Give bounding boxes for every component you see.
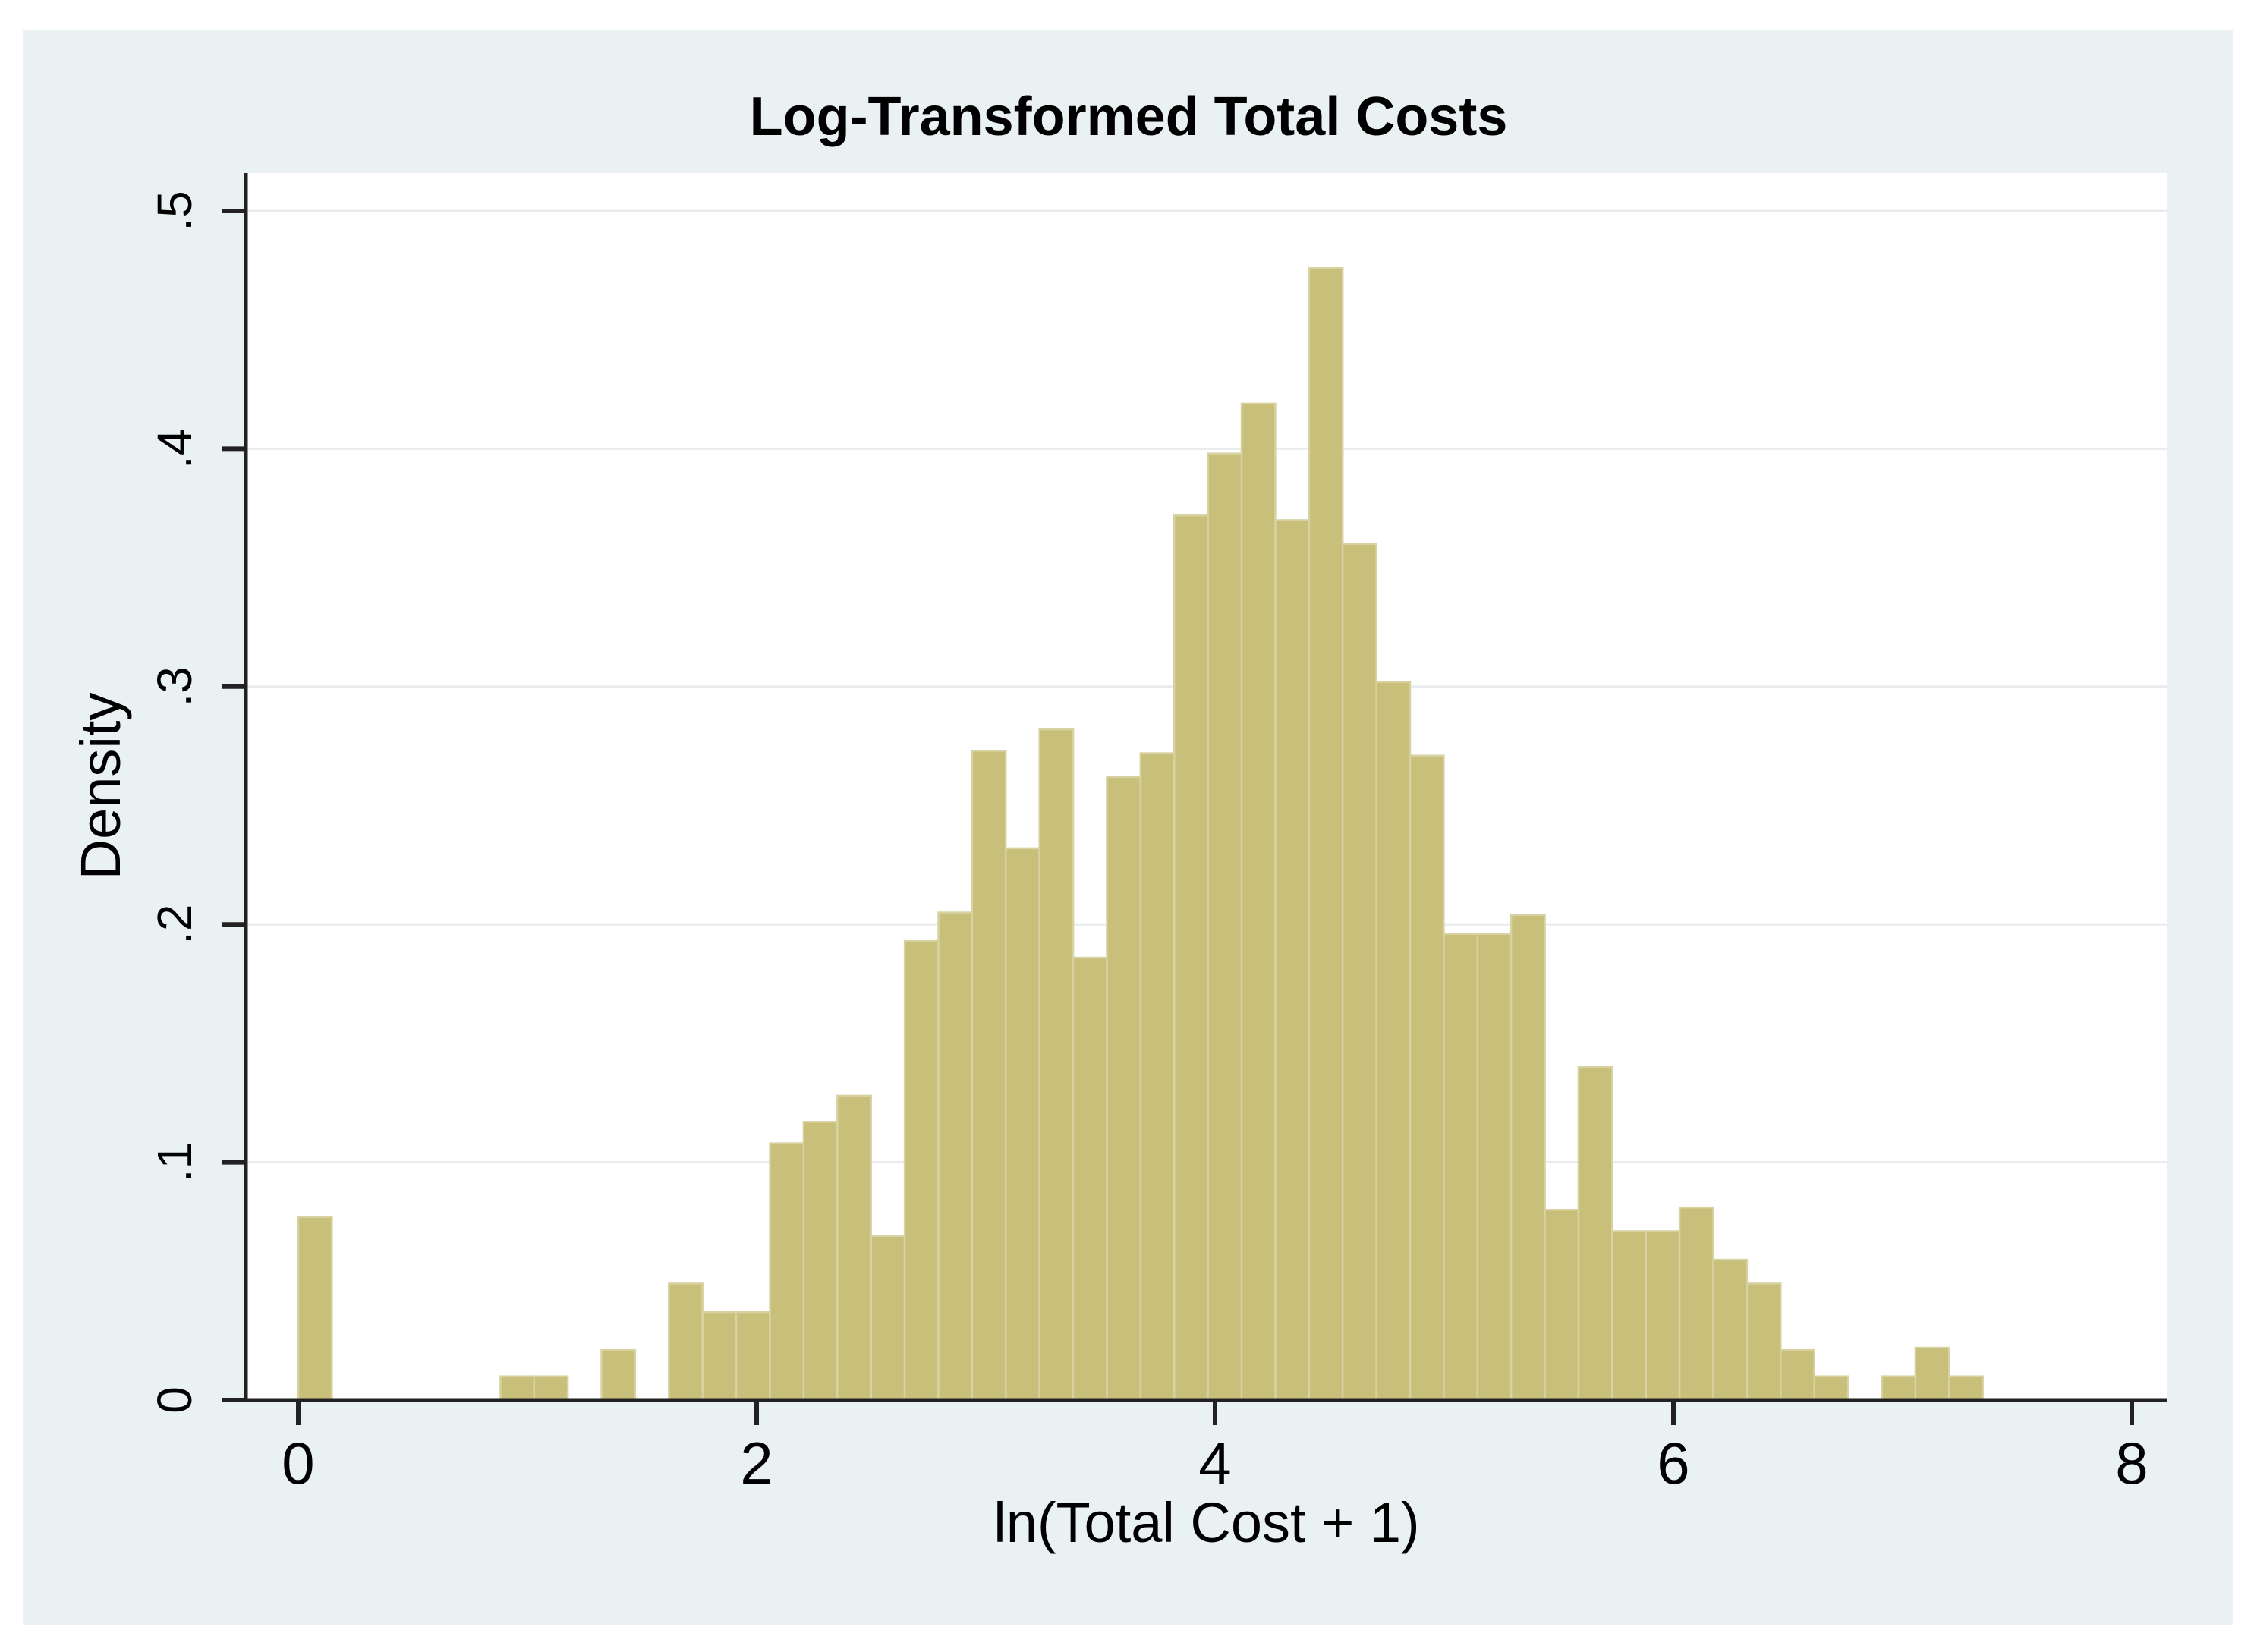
- x-tick-label: 8: [2115, 1430, 2148, 1496]
- y-tick-label: .4: [147, 429, 202, 469]
- histogram-bar: [1678, 1206, 1714, 1402]
- histogram-bar: [1509, 914, 1546, 1402]
- histogram-bar: [937, 911, 974, 1402]
- y-tick-label: .3: [147, 666, 202, 706]
- histogram-bar: [1207, 452, 1243, 1402]
- histogram-bar: [600, 1348, 637, 1402]
- histogram-bar: [1274, 519, 1311, 1402]
- histogram-bar: [1409, 754, 1445, 1402]
- histogram-bar: [1611, 1230, 1648, 1402]
- histogram-bar: [1072, 956, 1108, 1402]
- histogram-bar: [1476, 933, 1513, 1402]
- x-tick-label: 2: [740, 1430, 773, 1496]
- histogram-bar: [1005, 847, 1040, 1402]
- histogram-bar: [1881, 1375, 1917, 1402]
- y-tick-label: .1: [147, 1142, 202, 1182]
- histogram-bar: [971, 750, 1007, 1402]
- x-tick-label: 4: [1198, 1430, 1231, 1496]
- histogram-bar: [297, 1216, 333, 1402]
- histogram-bar: [735, 1311, 771, 1402]
- x-tick-label: 0: [282, 1430, 314, 1496]
- histogram-bar: [1914, 1346, 1950, 1402]
- histogram-bar: [1375, 681, 1412, 1402]
- histogram-bar: [903, 939, 940, 1402]
- gridlines-group: [246, 209, 2167, 1164]
- x-tick-label: 6: [1657, 1430, 1689, 1496]
- histogram-bar: [1780, 1348, 1815, 1402]
- y-tick-label: .2: [147, 905, 202, 945]
- histogram-bar: [1240, 402, 1277, 1402]
- histogram-bar: [1746, 1282, 1782, 1402]
- histogram-bar: [836, 1094, 872, 1402]
- histogram-bar: [769, 1142, 805, 1402]
- histogram-bar: [1443, 933, 1479, 1402]
- histogram-bar: [1813, 1375, 1849, 1402]
- histogram-bar: [1712, 1258, 1749, 1402]
- histogram-bar: [1544, 1209, 1580, 1402]
- histogram-bar: [499, 1375, 536, 1402]
- histogram-bar: [802, 1121, 839, 1402]
- chart-title: Log-Transformed Total Costs: [750, 87, 1508, 147]
- histogram-bar: [1173, 514, 1209, 1402]
- x-axis-title: ln(Total Cost + 1): [993, 1491, 1419, 1554]
- bars-group: [297, 266, 1984, 1402]
- y-axis-title: Density: [69, 693, 132, 880]
- histogram-bar: [1948, 1375, 1984, 1402]
- histogram-bar: [533, 1375, 569, 1402]
- y-tick-label: 0: [147, 1386, 202, 1414]
- histogram-bar: [668, 1282, 704, 1402]
- histogram-bar: [1308, 266, 1344, 1402]
- histogram-bar: [1106, 776, 1142, 1402]
- histogram-bar: [1645, 1230, 1681, 1402]
- y-tick-label: .5: [147, 190, 202, 231]
- y-ticks-group: 0 .1 .2 .3 .4 .5: [147, 190, 246, 1414]
- histogram-bar: [1038, 728, 1075, 1402]
- histogram-bar: [1341, 543, 1377, 1402]
- histogram-bar: [1577, 1065, 1613, 1402]
- histogram-bar: [1139, 752, 1176, 1402]
- histogram-bar: [870, 1235, 906, 1402]
- x-ticks-group: 0 2 4 6 8: [282, 1400, 2149, 1496]
- histogram-bar: [701, 1311, 738, 1402]
